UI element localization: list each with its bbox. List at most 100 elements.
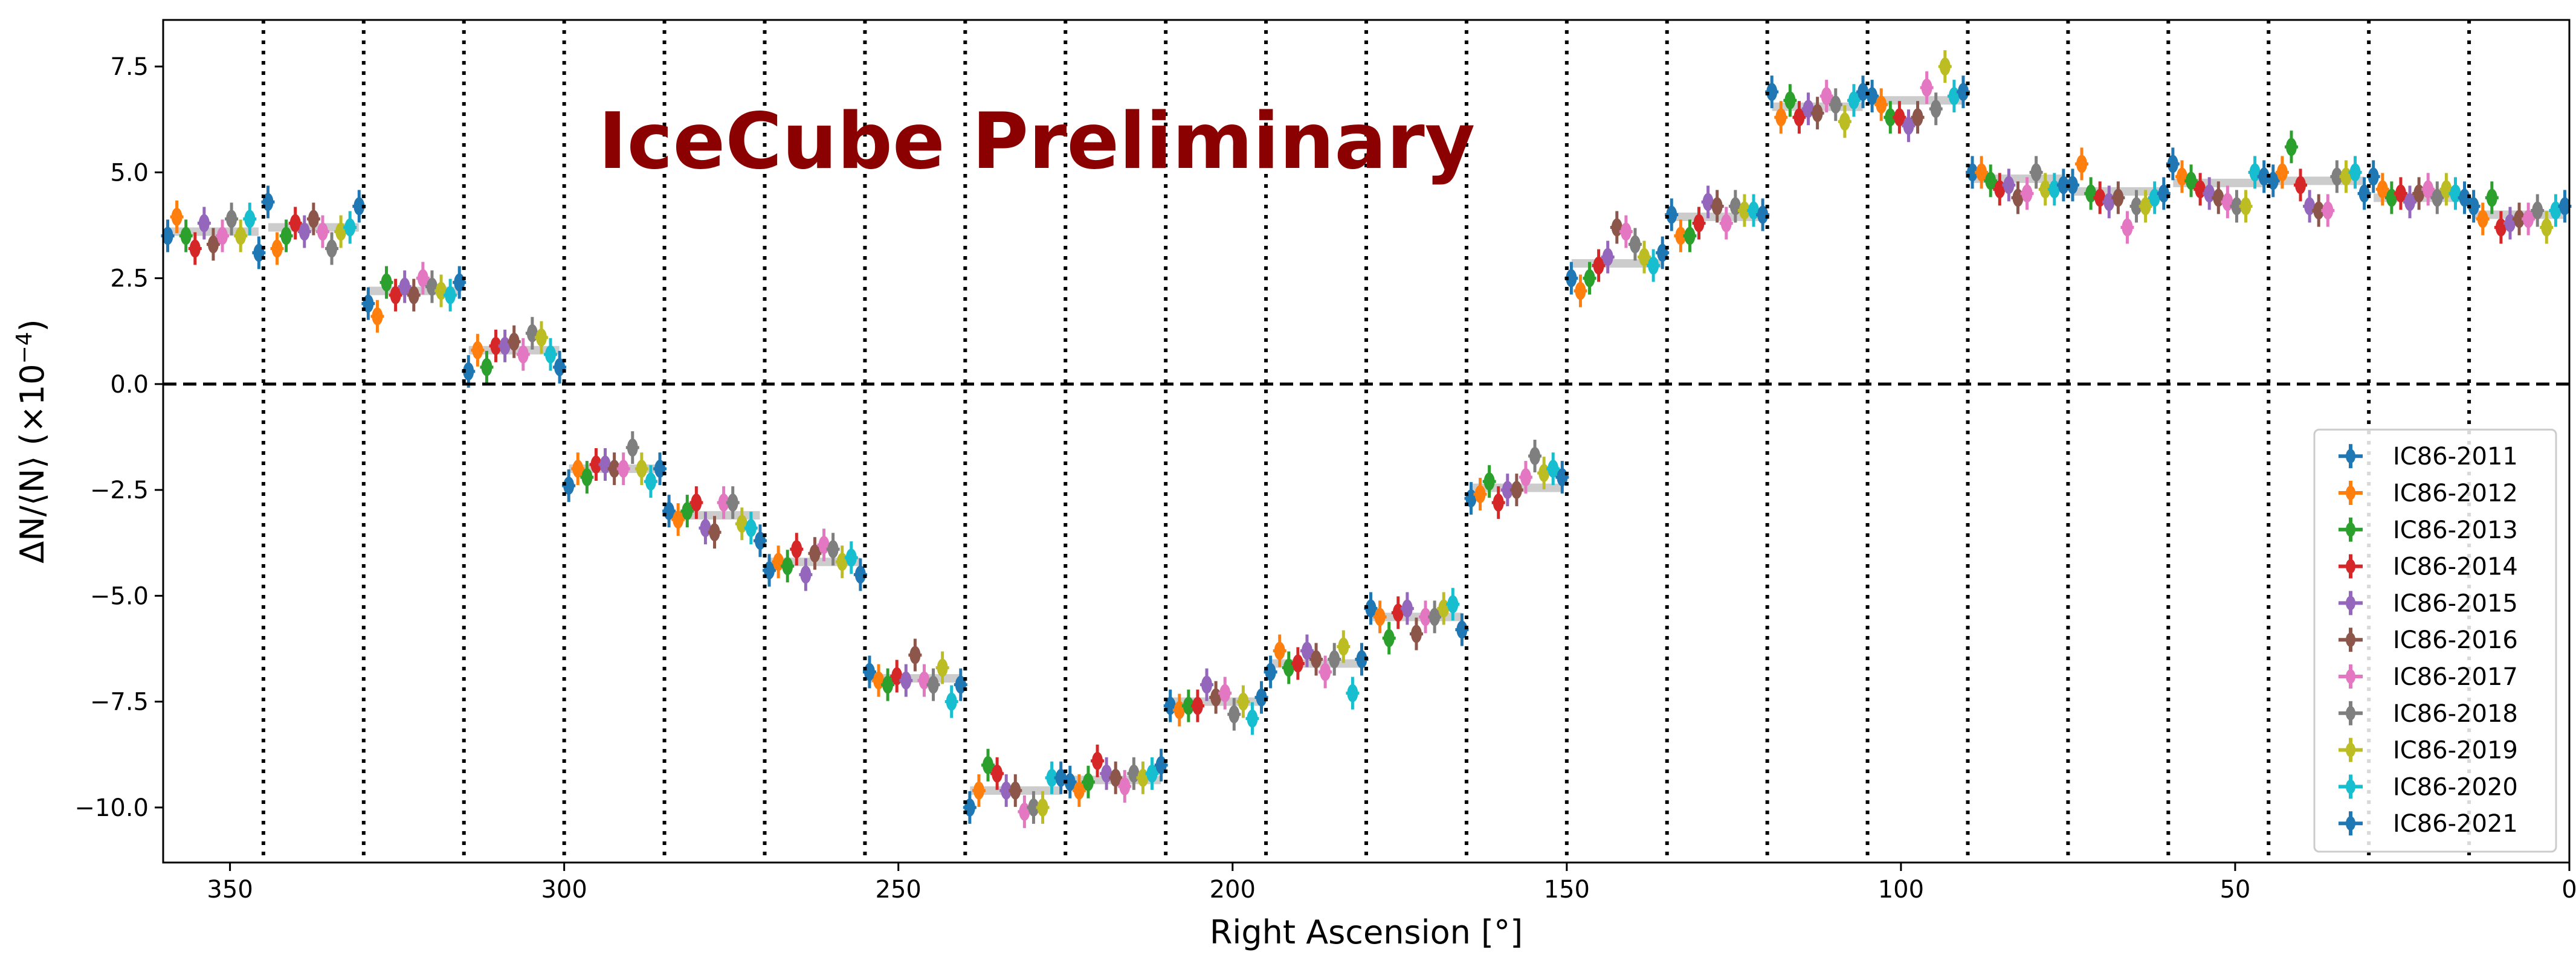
data-point bbox=[2020, 177, 2034, 210]
data-point bbox=[2321, 194, 2335, 227]
data-point bbox=[625, 431, 639, 464]
data-point bbox=[2357, 177, 2371, 210]
legend-label: IC86-2014 bbox=[2393, 553, 2518, 581]
data-point bbox=[2403, 185, 2417, 219]
data-point-marker bbox=[1930, 100, 1942, 118]
data-point bbox=[279, 219, 293, 252]
data-point bbox=[416, 262, 430, 295]
data-point bbox=[1273, 634, 1286, 667]
data-point-marker bbox=[1593, 256, 1604, 275]
data-point-marker bbox=[1192, 696, 1203, 715]
data-point bbox=[1109, 761, 1123, 794]
data-point-marker bbox=[572, 460, 584, 478]
data-point bbox=[1810, 97, 1824, 130]
data-point bbox=[1528, 440, 1542, 473]
data-point bbox=[1409, 617, 1423, 651]
data-point-marker bbox=[1584, 269, 1595, 288]
data-point-marker bbox=[1775, 108, 1787, 127]
data-point-marker bbox=[2514, 210, 2525, 228]
data-point-marker bbox=[900, 671, 912, 690]
data-point-marker bbox=[636, 460, 647, 478]
data-point-marker bbox=[2231, 197, 2242, 216]
data-point-marker bbox=[2459, 188, 2470, 207]
data-point bbox=[1373, 600, 1387, 634]
data-point bbox=[206, 228, 220, 261]
data-point-marker bbox=[2103, 193, 2115, 211]
data-point-marker bbox=[973, 781, 984, 800]
data-point-marker bbox=[1082, 773, 1094, 791]
y-tick-label: 2.5 bbox=[110, 265, 149, 293]
y-tick-label: −2.5 bbox=[90, 477, 149, 504]
data-point bbox=[808, 537, 822, 570]
data-point bbox=[379, 266, 393, 299]
data-point bbox=[644, 465, 657, 498]
data-point-marker bbox=[1374, 608, 1386, 626]
data-point-marker bbox=[1784, 91, 1796, 110]
data-point-marker bbox=[1110, 768, 1122, 787]
data-point-marker bbox=[1365, 599, 1377, 618]
data-point-marker bbox=[1867, 87, 1878, 106]
data-point-marker bbox=[1620, 222, 1632, 241]
legend-item: IC86-2016 bbox=[2339, 626, 2518, 654]
data-point-marker bbox=[2204, 184, 2215, 203]
data-point-marker bbox=[1793, 108, 1805, 127]
data-point-marker bbox=[599, 455, 611, 474]
chart-annotation: IceCube Preliminary bbox=[598, 97, 1475, 187]
data-point bbox=[935, 651, 949, 684]
data-point-marker bbox=[983, 756, 994, 774]
data-point bbox=[1683, 219, 1697, 252]
y-tick-label: −5.0 bbox=[90, 582, 149, 610]
data-point bbox=[1081, 765, 1095, 799]
legend-marker-dot bbox=[2346, 779, 2355, 794]
data-point-marker bbox=[1639, 248, 1650, 266]
data-point-marker bbox=[1320, 663, 1331, 681]
data-point-marker bbox=[1629, 235, 1641, 254]
data-point-marker bbox=[426, 277, 437, 296]
x-tick-label: 150 bbox=[1544, 876, 1590, 904]
data-point-marker bbox=[1839, 112, 1850, 131]
data-point bbox=[862, 655, 876, 689]
data-point-marker bbox=[1729, 197, 1741, 216]
data-point bbox=[1027, 791, 1041, 824]
data-point bbox=[1509, 474, 1523, 507]
data-point bbox=[1893, 101, 1906, 134]
data-point bbox=[1865, 80, 1879, 113]
data-point-marker bbox=[1420, 608, 1432, 626]
data-point bbox=[1601, 240, 1615, 274]
data-point bbox=[972, 774, 986, 807]
data-point-marker bbox=[1256, 688, 1267, 707]
data-point-marker bbox=[1538, 464, 1550, 483]
data-point-marker bbox=[1438, 599, 1450, 618]
data-point-marker bbox=[2012, 188, 2024, 207]
data-point-marker bbox=[436, 281, 447, 300]
legend-label: IC86-2011 bbox=[2393, 443, 2518, 471]
data-point-marker bbox=[1985, 172, 1997, 190]
data-point-marker bbox=[1529, 447, 1541, 466]
data-point bbox=[2531, 194, 2545, 227]
data-point bbox=[634, 452, 648, 486]
data-point-marker bbox=[1155, 756, 1167, 774]
data-point-marker bbox=[2030, 163, 2042, 182]
data-point-marker bbox=[2058, 176, 2069, 194]
data-point-marker bbox=[1848, 91, 1859, 110]
data-point bbox=[1555, 461, 1569, 494]
data-point-marker bbox=[217, 227, 228, 245]
data-point-marker bbox=[1410, 625, 1422, 643]
data-point bbox=[671, 503, 685, 536]
data-point bbox=[990, 757, 1004, 790]
data-point-marker bbox=[2486, 188, 2497, 207]
data-point-marker bbox=[2550, 201, 2561, 220]
data-point-marker bbox=[2559, 197, 2571, 216]
data-point bbox=[1692, 207, 1706, 240]
data-point-marker bbox=[1948, 87, 1960, 106]
data-point bbox=[1319, 655, 1332, 689]
legend-label: IC86-2013 bbox=[2393, 516, 2518, 544]
data-point bbox=[1091, 744, 1105, 777]
data-point-marker bbox=[1483, 472, 1495, 491]
data-point-marker bbox=[955, 675, 966, 694]
data-point-marker bbox=[2048, 180, 2060, 199]
legend-marker-dot bbox=[2346, 596, 2355, 611]
data-point-marker bbox=[1274, 641, 1285, 660]
data-point-marker bbox=[836, 553, 848, 571]
data-point-marker bbox=[226, 210, 237, 228]
